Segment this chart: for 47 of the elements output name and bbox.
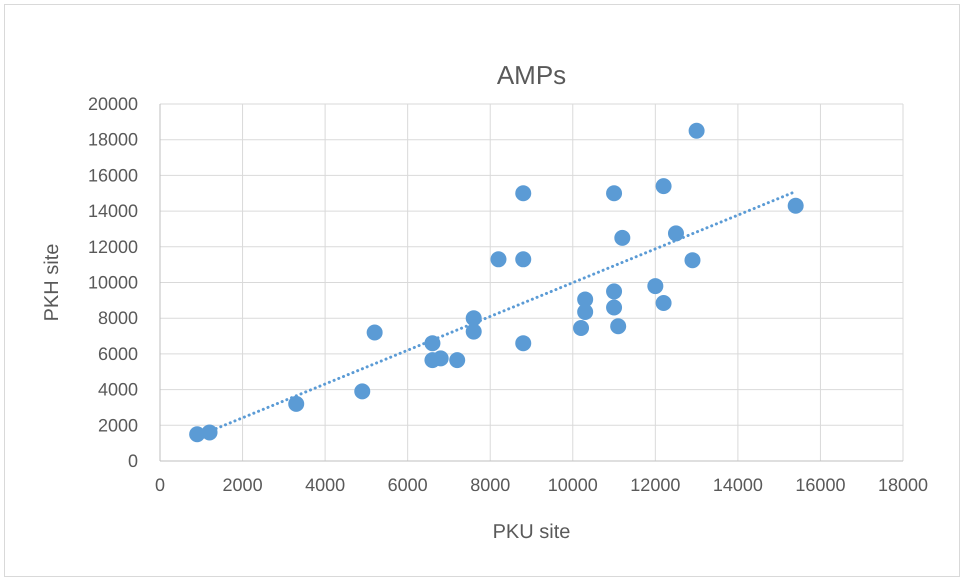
y-tick-label: 8000: [98, 308, 138, 328]
x-tick-label: 18000: [878, 475, 928, 495]
point: [788, 198, 804, 214]
point: [606, 185, 622, 202]
chart-title: AMPs: [496, 60, 566, 90]
y-tick-label: 16000: [88, 165, 138, 186]
point: [610, 318, 626, 334]
x-axis-title: PKU site: [492, 521, 570, 543]
point: [668, 225, 684, 242]
y-tick-label: 12000: [88, 236, 138, 257]
point: [614, 230, 630, 246]
x-tick-label: 4000: [305, 475, 346, 495]
point: [577, 304, 594, 320]
point: [288, 396, 304, 412]
y-axis-title: PKH site: [41, 244, 63, 322]
point: [515, 335, 532, 352]
point: [647, 278, 664, 294]
x-tick-label: 14000: [712, 475, 763, 495]
y-tick-label: 0: [128, 451, 138, 471]
point: [688, 122, 705, 139]
point: [466, 324, 482, 340]
x-tick-label: 0: [154, 475, 166, 495]
point: [366, 324, 383, 340]
point: [656, 295, 672, 312]
point: [515, 251, 532, 268]
x-tick-label: 8000: [470, 475, 510, 495]
point: [606, 283, 622, 300]
point: [684, 252, 700, 268]
x-tick-label: 2000: [222, 475, 263, 495]
y-tick-label: 20000: [88, 94, 138, 114]
x-tick-label: 6000: [388, 475, 428, 495]
point: [490, 251, 506, 268]
y-tick-label: 4000: [98, 380, 138, 400]
y-tick-label: 10000: [88, 272, 138, 292]
x-tick-label: 16000: [795, 475, 846, 495]
point: [606, 299, 622, 316]
point: [515, 185, 532, 202]
point: [449, 352, 466, 368]
x-tick-label: 12000: [630, 475, 680, 495]
point: [656, 178, 672, 194]
point: [573, 320, 590, 336]
x-tick-label: 10000: [548, 475, 598, 495]
point: [354, 383, 370, 400]
y-tick-label: 2000: [98, 415, 138, 436]
y-tick-label: 6000: [98, 344, 138, 364]
y-tick-label: 14000: [88, 201, 138, 222]
y-tick-label: 18000: [88, 130, 138, 150]
